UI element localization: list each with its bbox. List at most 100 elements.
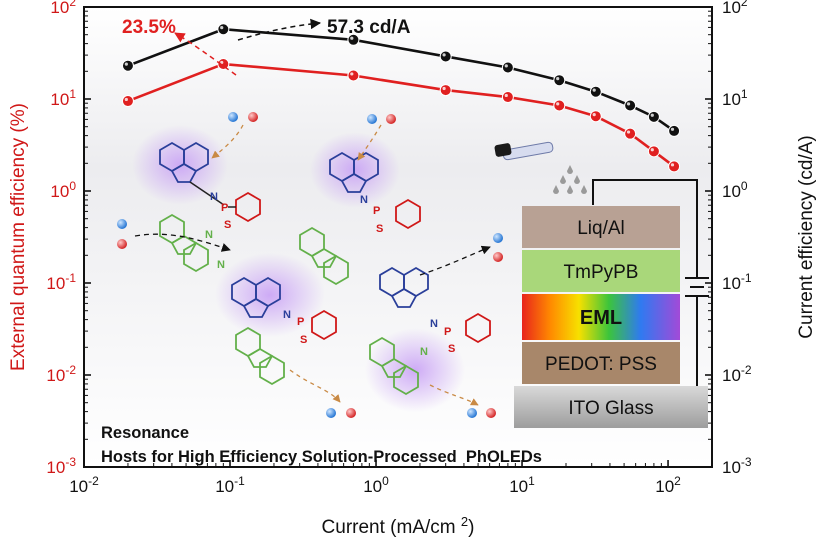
atom-p-1: P: [221, 202, 228, 214]
caption-line-2: Hosts for High Efficiency Solution-Proce…: [101, 448, 542, 466]
hole-dot: [467, 408, 477, 418]
data-point-ce: [121, 59, 134, 72]
data-point-highlight: [504, 93, 508, 98]
data-point-highlight: [442, 86, 446, 91]
data-point-highlight: [626, 102, 631, 106]
ce-peak-annotation: 57.3 cd/A: [327, 17, 411, 38]
atom-n-7: N: [420, 346, 428, 358]
data-point-ce: [439, 50, 452, 63]
data-point-eqe: [439, 84, 452, 97]
data-point-ce: [553, 74, 566, 87]
np-bond-1: [189, 181, 225, 206]
hole-dot: [493, 233, 503, 243]
electron-dot: [346, 408, 356, 418]
data-point-eqe: [647, 145, 660, 158]
data-point-ce: [217, 23, 230, 36]
data-point-eqe: [121, 95, 134, 108]
transfer-arrow: [134, 233, 231, 252]
layer-label-pedot-pss: PEDOT: PSS: [545, 354, 657, 375]
data-point-ce: [624, 99, 637, 112]
data-point-eqe: [553, 99, 566, 112]
y-left-tick-label: 10-1: [46, 271, 76, 293]
atom-s-3: S: [376, 223, 383, 235]
device-stack: Liq/Al TmPyPB EML PEDOT: PSS ITO Glass: [494, 141, 709, 428]
data-point-ce: [647, 110, 660, 123]
data-point-highlight: [350, 36, 354, 40]
layer-tmpypb: [522, 250, 680, 292]
data-point-ce: [668, 124, 681, 137]
y-axis-title-left: External quantum efficiency (%): [8, 103, 29, 371]
y-left-tick-label: 100: [50, 179, 76, 201]
x-axis-title: Current (mA/cm 2): [322, 514, 475, 538]
layer-eml: [522, 294, 680, 340]
electron-dot: [386, 114, 396, 124]
data-point-highlight: [650, 113, 654, 117]
data-point-highlight: [504, 64, 508, 68]
data-point-ce: [347, 33, 360, 46]
layer-label-ito-glass: ITO Glass: [568, 398, 653, 419]
carbazole-blue-3: [329, 151, 429, 308]
droplets-icon: [553, 165, 587, 194]
data-point-highlight: [220, 60, 224, 65]
data-point-ce: [501, 61, 514, 74]
electron-dot: [248, 112, 258, 122]
x-tick-label: 100: [363, 474, 389, 496]
data-point-highlight: [670, 127, 675, 131]
hole-dot: [117, 219, 127, 229]
data-point-ce: [589, 85, 602, 98]
layer-ito-glass: [514, 386, 708, 428]
x-tick-label: 10-2: [69, 474, 99, 496]
data-point-highlight: [650, 148, 654, 152]
caption-line-1: Resonance: [101, 424, 189, 442]
carbazole-blue-2: [231, 276, 281, 318]
data-point-highlight: [592, 88, 596, 92]
series-line-eqe: [127, 62, 675, 168]
phenyl-red-2: [311, 309, 337, 341]
x-tick-label: 10-1: [215, 474, 245, 496]
electron-dot: [486, 408, 496, 418]
y-right-tick-label: 10-2: [722, 363, 752, 385]
atom-s-1: S: [224, 219, 231, 231]
electron-dot: [117, 239, 127, 249]
carbazole-blue-1: [159, 141, 209, 183]
phenyl-red-3: [395, 198, 491, 344]
glow-center-bottom: [365, 328, 465, 412]
layer-label-liq-al: Liq/Al: [577, 218, 625, 239]
layer-liq-al: [522, 206, 680, 248]
y-axis-title-right: Current efficiency (cd/A): [796, 135, 817, 338]
ce-peak-arrow: [237, 18, 322, 41]
atom-n-6: N: [430, 318, 438, 330]
data-point-highlight: [350, 72, 354, 76]
hole-dot: [326, 408, 336, 418]
atom-n-1: N: [210, 191, 218, 203]
circuit-wire: [592, 179, 698, 278]
data-point-highlight: [556, 102, 560, 106]
transfer-arrow: [289, 369, 341, 403]
glow-left-bottom: [215, 253, 325, 337]
data-point-eqe: [347, 69, 360, 82]
carbazole-green-2: [299, 226, 419, 396]
layer-pedot-pss: [522, 342, 680, 384]
electron-dot: [493, 252, 503, 262]
data-point-eqe: [217, 58, 230, 71]
y-right-tick-label: 102: [722, 0, 748, 17]
atom-n-3: N: [217, 259, 225, 271]
atom-p-4: P: [444, 326, 451, 338]
data-point-highlight: [626, 130, 631, 134]
layer-label-tmpypb: TmPyPB: [564, 262, 639, 283]
axes-layer: 10-2 10-1 100 101 10210210110010-110-210-310…: [46, 0, 752, 496]
atom-s-4: S: [448, 343, 455, 355]
layer-label-eml: EML: [580, 307, 622, 329]
data-point-eqe: [501, 91, 514, 104]
y-right-tick-label: 10-1: [722, 271, 752, 293]
series-line-ce: [127, 27, 675, 132]
molecule-illustration: N P S N N N P S: [117, 112, 503, 418]
hole-dot: [367, 114, 377, 124]
data-point-highlight: [670, 163, 675, 167]
x-tick-label: 101: [509, 474, 535, 496]
transfer-arrow: [211, 124, 244, 159]
phenyl-red-1: [235, 191, 261, 223]
x-tick-label: 102: [655, 474, 681, 496]
y-left-tick-label: 102: [50, 0, 76, 17]
